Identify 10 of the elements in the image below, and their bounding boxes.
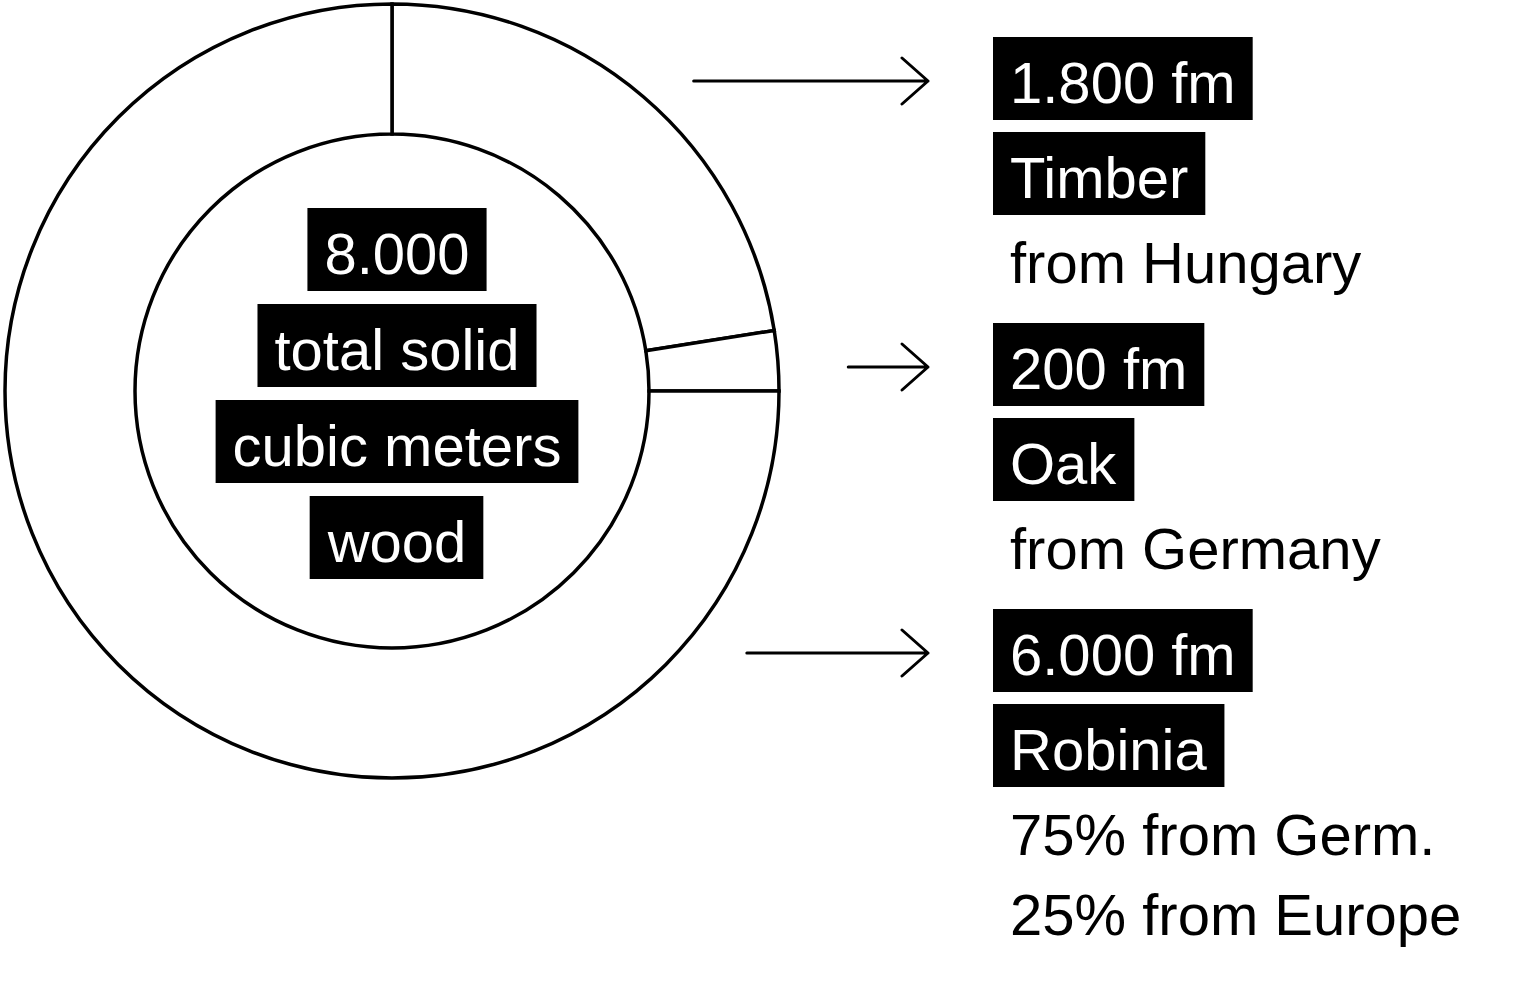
legend-label: Oak — [1010, 431, 1118, 496]
text: 75% from Germ. 25% from Europe — [1010, 802, 1462, 947]
text: from Germany — [1010, 516, 1381, 581]
data-label: 1.800 fm — [1010, 50, 1236, 115]
text: from Hungary — [1010, 230, 1362, 295]
legend-label: Timber — [1010, 145, 1189, 210]
text: 8.000 total solid cubic meters wood — [232, 221, 562, 574]
legend-label: Robinia — [1010, 717, 1208, 782]
data-label: 6.000 fm — [1010, 622, 1236, 687]
data-label: 200 fm — [1010, 336, 1188, 401]
